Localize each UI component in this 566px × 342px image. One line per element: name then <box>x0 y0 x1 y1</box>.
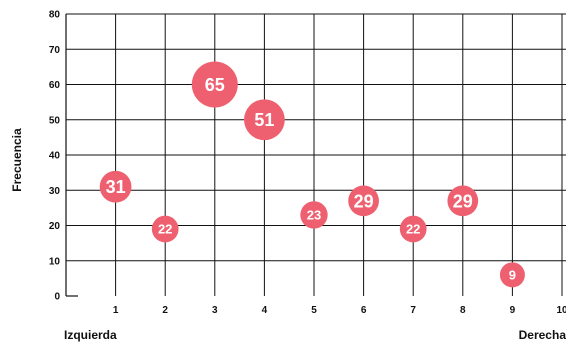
bubble: 29 <box>348 185 379 217</box>
bubble-value-label: 29 <box>354 191 374 211</box>
bubble-circle <box>348 185 379 217</box>
x-tick-label: 2 <box>162 305 168 316</box>
bubble-value-label: 22 <box>406 222 420 237</box>
x-tick-label: 3 <box>212 305 218 316</box>
bubble: 29 <box>447 185 479 217</box>
bubble: 9 <box>499 262 525 288</box>
y-tick-label: 0 <box>54 292 60 303</box>
bubble-value-label: 31 <box>106 177 126 197</box>
bubble-circle <box>499 262 525 288</box>
bubble: 51 <box>244 99 285 141</box>
x-tick-label: 4 <box>262 305 268 316</box>
bubble: 23 <box>300 201 328 229</box>
x-tick-label: 1 <box>113 305 119 316</box>
bubble-circle <box>244 99 285 141</box>
bubble-value-label: 23 <box>307 208 321 223</box>
bubble-circle <box>300 201 328 229</box>
y-tick-label: 40 <box>49 151 61 162</box>
y-tick-label: 20 <box>49 221 61 232</box>
y-tick-label: 30 <box>49 186 61 197</box>
x-axis-ticks: 1 2 3 4 5 6 7 8 9 10 <box>113 305 566 316</box>
x-tick-label: 9 <box>510 305 516 316</box>
x-tick-label: 8 <box>460 305 466 316</box>
y-tick-label: 70 <box>49 45 61 56</box>
x-tick-label: 5 <box>311 305 317 316</box>
bubble-value-label: 65 <box>205 75 225 95</box>
bubble: 31 <box>99 170 132 203</box>
bubble-circle <box>151 215 179 243</box>
y-tick-label: 60 <box>49 80 61 91</box>
bubble-value-label: 51 <box>254 110 274 130</box>
y-axis-title: Frecuencia <box>10 128 24 192</box>
y-tick-label: 10 <box>49 256 61 267</box>
y-axis-ticks: 0 10 20 30 40 50 60 70 80 <box>49 10 61 303</box>
x-axis-left-label: Izquierda <box>64 328 117 342</box>
bubble-circle <box>99 170 132 203</box>
bubble-value-label: 22 <box>158 222 172 237</box>
bubbles: 31 22 65 51 23 29 22 29 9 <box>99 61 525 288</box>
grid <box>65 13 566 297</box>
x-tick-label: 7 <box>410 305 416 316</box>
x-tick-label: 6 <box>361 305 367 316</box>
bubble-circle <box>191 61 238 108</box>
x-axis-right-label: Derecha <box>519 328 566 342</box>
bubble-circle <box>447 185 479 217</box>
bubble: 65 <box>191 61 238 108</box>
bubble: 22 <box>151 215 179 243</box>
bubble-value-label: 9 <box>509 268 516 283</box>
bubble-circle <box>399 215 427 243</box>
y-tick-label: 80 <box>49 10 61 21</box>
bubble: 22 <box>399 215 427 243</box>
x-tick-label: 10 <box>556 305 566 316</box>
bubble-value-label: 29 <box>453 191 473 211</box>
y-tick-label: 50 <box>49 115 61 126</box>
